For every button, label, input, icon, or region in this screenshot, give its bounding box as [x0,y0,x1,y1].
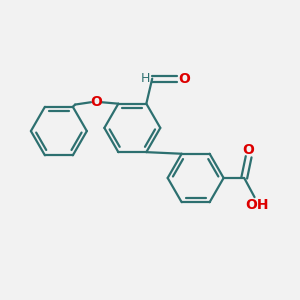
Text: H: H [141,72,150,85]
Text: O: O [178,72,190,86]
Text: O: O [243,143,255,157]
Text: O: O [90,95,102,109]
Text: OH: OH [245,198,268,212]
